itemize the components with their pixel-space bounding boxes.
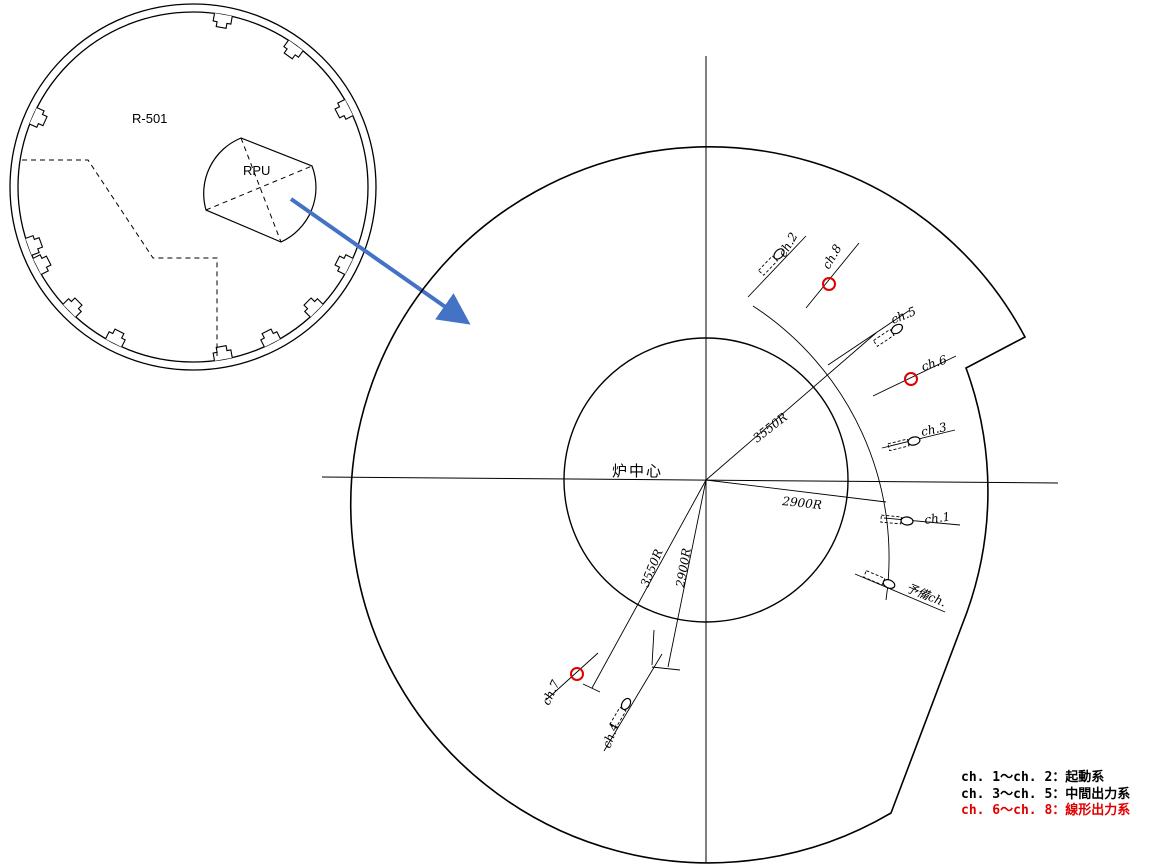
channel-highlight-ring: [822, 277, 836, 291]
inset-partition-line: [22, 159, 218, 356]
channel-leader-line: [872, 355, 957, 397]
radius-label-upper-outer: 3550R: [750, 410, 790, 445]
channel-leader-line: [883, 517, 961, 526]
channel-label: ch.7: [539, 678, 563, 708]
channel-leader-line: [854, 573, 946, 613]
channel-5: ch.3: [881, 420, 956, 452]
inset-wall-notch: [334, 99, 354, 120]
detector-arc-3550R: [752, 305, 890, 601]
channel-leader-line: [603, 653, 663, 752]
channel-label: ch.3: [920, 420, 949, 439]
radius-line: [667, 479, 707, 668]
legend-intermediate-system: ch. 3～ch. 5：中間出力系: [961, 786, 1131, 802]
radius-label-lower-inner: 2900R: [673, 547, 694, 589]
inset-wall-notch: [334, 254, 354, 275]
inset-outer-wall: [9, 3, 377, 371]
legend-linear-system: ch. 6～ch. 8：線形出力系: [961, 803, 1131, 818]
dimension-tick: [651, 629, 655, 666]
channel-label: ch.5: [889, 304, 918, 327]
radius-line: [705, 479, 887, 503]
channel-leader-line: [747, 235, 807, 298]
channel-9: ch.4: [600, 653, 663, 752]
inset-wall-notches: [25, 13, 354, 361]
radius-label-upper-inner: 2900R: [781, 494, 823, 512]
channel-detector-symbol: [872, 323, 904, 348]
channel-detector-symbol: [609, 697, 632, 729]
outer-boundary: [349, 146, 1027, 864]
inset-room-plan: [9, 3, 377, 371]
inset-wall-notch: [260, 328, 281, 348]
channel-label: ch.4: [600, 721, 622, 750]
channel-label: 予備ch.: [904, 581, 948, 610]
inset-inner-wall: [17, 11, 369, 363]
inset-rpu-outline: [203, 137, 317, 243]
channel-detector-symbol: [887, 436, 921, 452]
channel-6: ch.1: [880, 510, 961, 527]
inset-unit-label: RPU: [243, 163, 270, 178]
inset-rpu-chord: [205, 165, 313, 211]
dimension-tick: [582, 683, 601, 693]
legend-startup-system: ch. 1～ch. 2：起動系: [961, 770, 1105, 785]
channel-detector-symbol: [880, 514, 914, 526]
dimension-tick: [651, 666, 681, 671]
channel-8: ch.7: [539, 652, 599, 708]
radius-line: [705, 332, 877, 481]
inset-wall-notch: [212, 13, 233, 29]
detector-channels: ch.2 ch.8 ch.5 ch.6 ch.3 ch.1 予備ch. ch.7 ch.4: [539, 230, 961, 752]
channel-7: 予備ch.: [854, 570, 948, 613]
channel-highlight-ring: [570, 667, 584, 681]
inset-wall-notch: [105, 328, 126, 348]
zoom-arrow: [289, 197, 471, 325]
inset-rpu-chord: [240, 137, 282, 243]
inset-wall-notch: [283, 39, 304, 60]
core-center-label: 炉中心: [612, 462, 663, 480]
channel-leader-line: [827, 309, 911, 366]
channel-label: ch.1: [923, 510, 951, 527]
channel-label: ch.2: [775, 230, 800, 259]
channel-legend: ch. 1～ch. 2：起動系 ch. 3～ch. 5：中間出力系 ch. 6～…: [961, 770, 1130, 820]
channel-4: ch.6: [872, 352, 957, 397]
inset-wall-notch: [212, 345, 233, 361]
inset-wall-notch: [303, 297, 324, 318]
main-diagram: [321, 56, 1059, 864]
horizontal-axis-line: [321, 476, 1059, 484]
inset-wall-notch: [62, 297, 83, 318]
channel-leader-line: [805, 242, 860, 309]
channel-label: ch.6: [920, 352, 949, 373]
channel-3: ch.5: [827, 304, 918, 366]
channel-1: ch.2: [747, 230, 807, 298]
radius-label-lower-outer: 3550R: [638, 547, 666, 589]
inset-dashed-partitions: [22, 137, 313, 356]
core-circle: [563, 337, 849, 623]
inset-wall-notch: [32, 254, 52, 275]
channel-highlight-ring: [904, 372, 918, 386]
inset-wall-notch: [25, 234, 44, 256]
inset-room-label: R-501: [132, 111, 167, 126]
inset-wall-notch: [29, 107, 48, 129]
channel-label: ch.8: [819, 242, 844, 272]
channel-2: ch.8: [805, 242, 860, 309]
radius-line: [591, 479, 707, 689]
